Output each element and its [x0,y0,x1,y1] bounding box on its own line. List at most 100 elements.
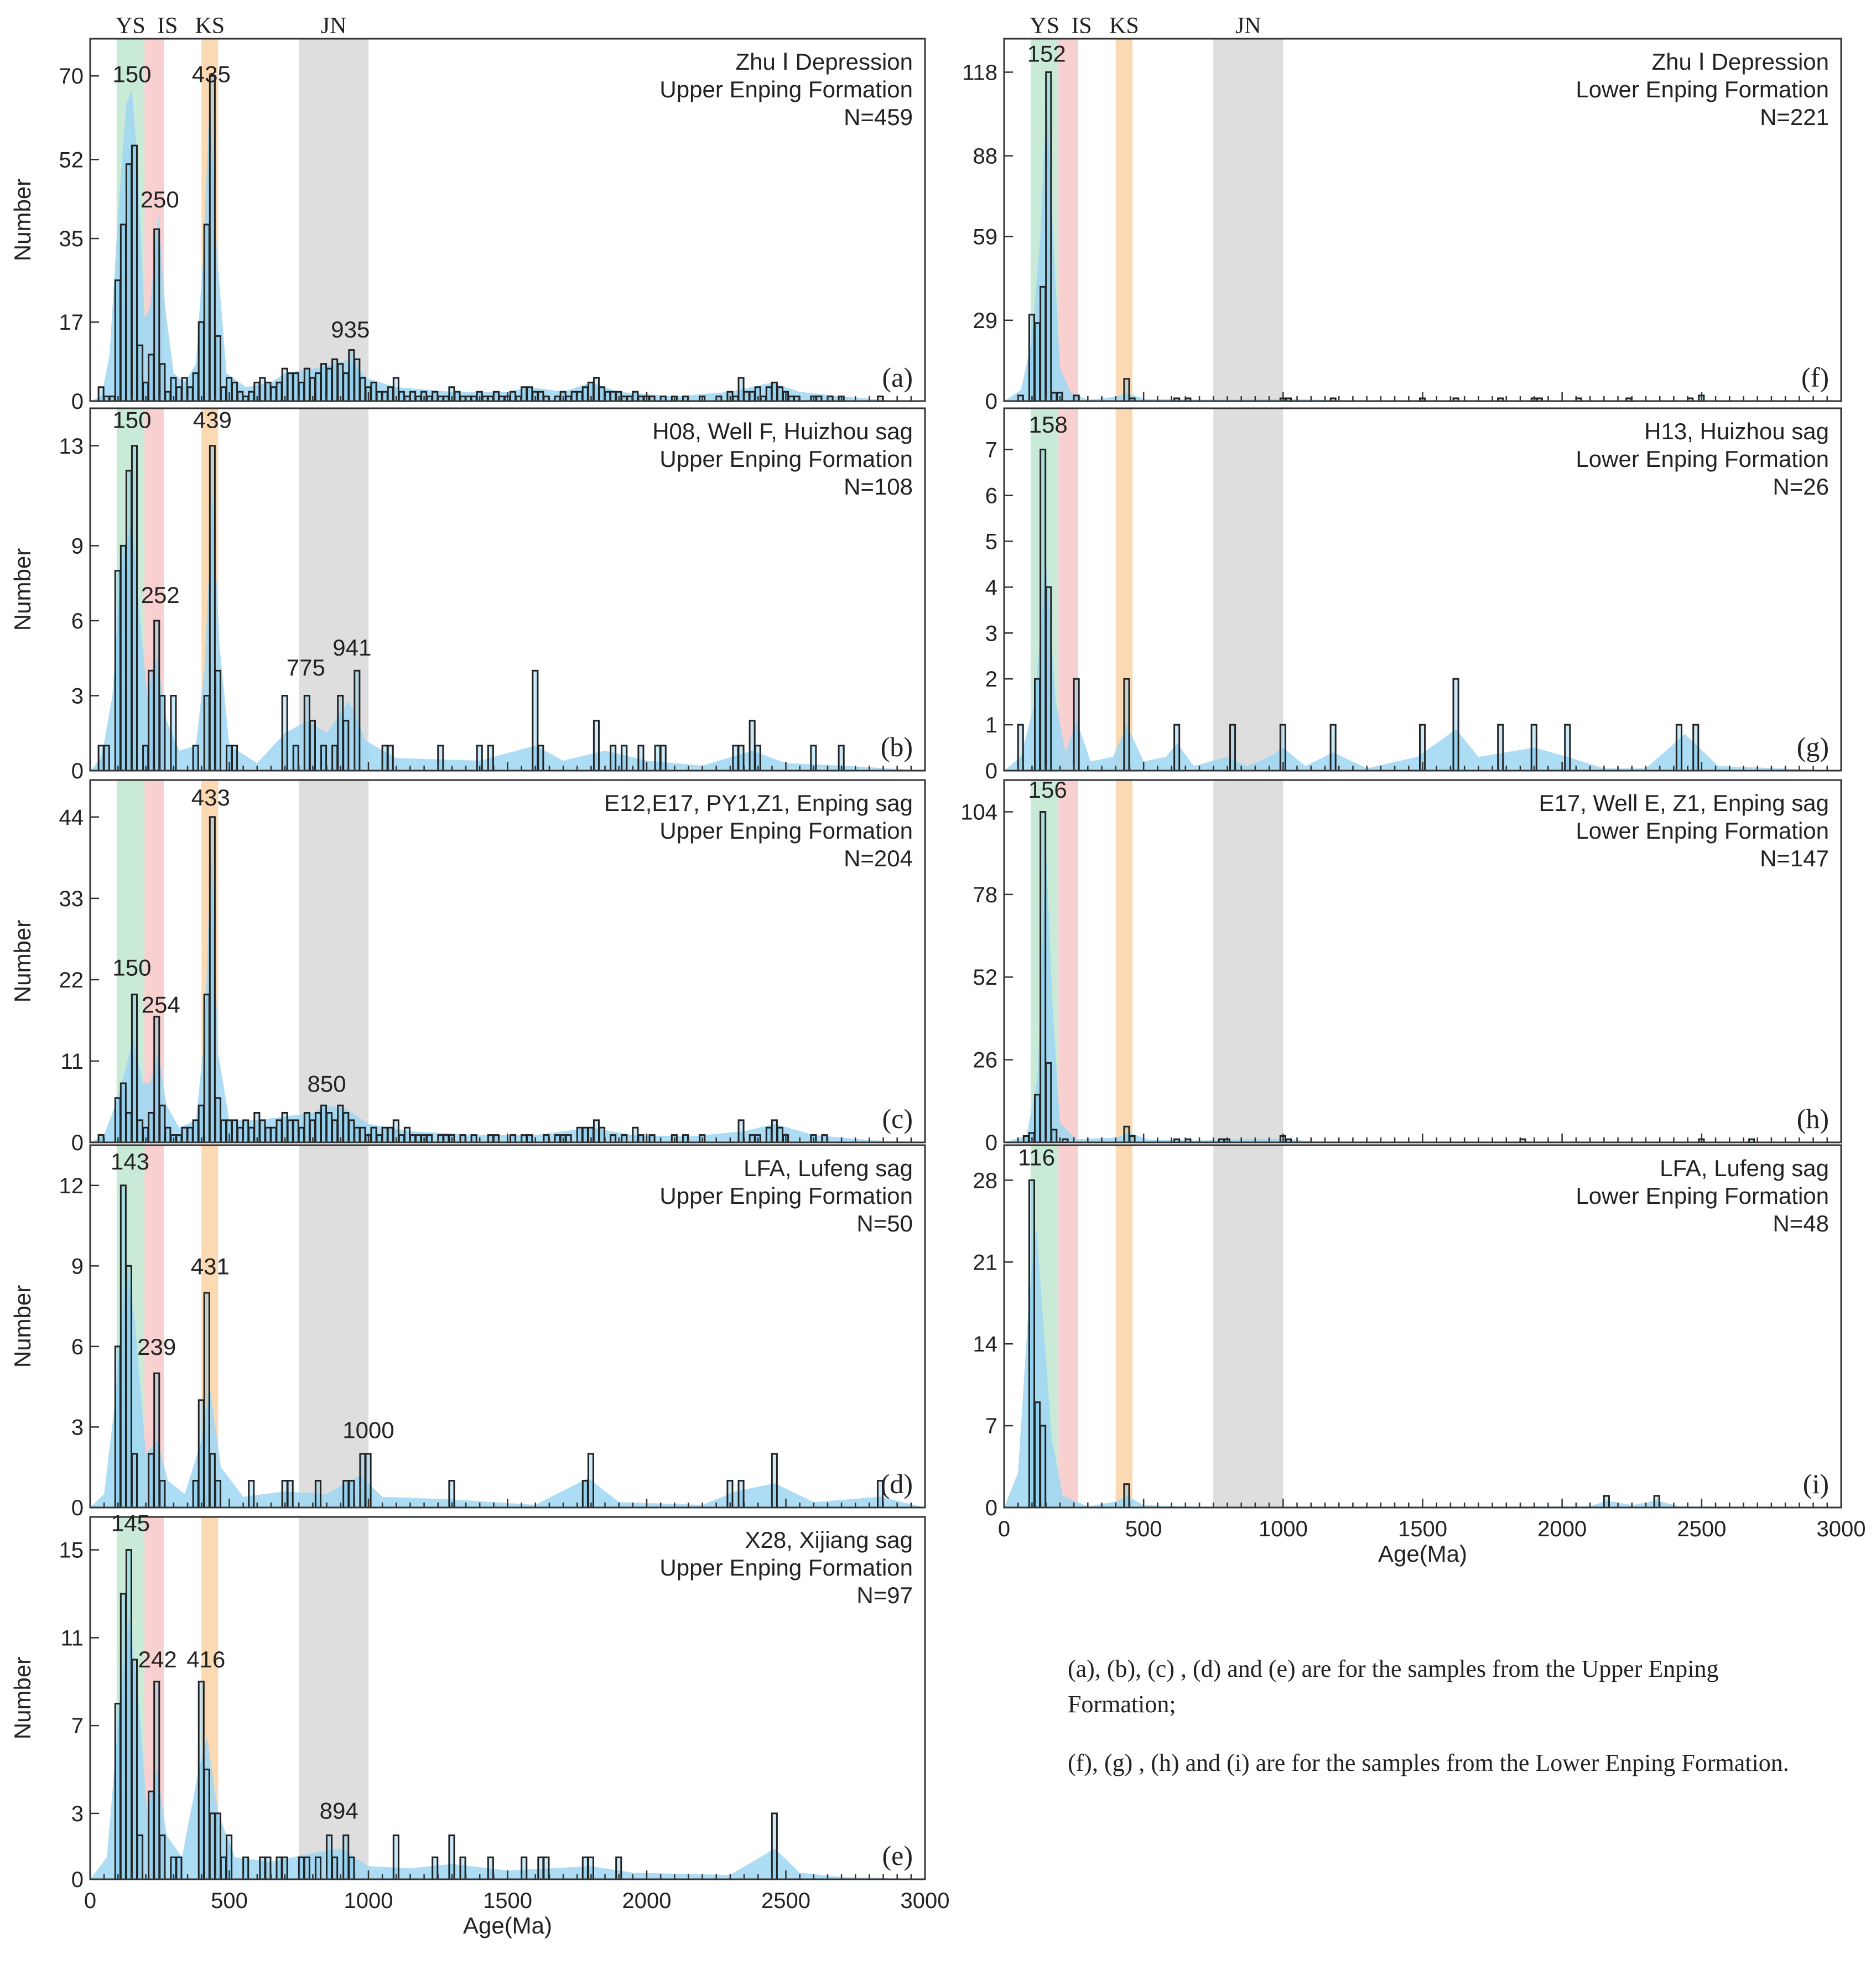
histogram-bar [131,144,138,402]
histogram-bar [459,1134,466,1143]
histogram-bar [426,1134,433,1143]
band-label-ys: YS [1030,13,1059,39]
histogram-bar [259,377,266,402]
x-tick-label: 1500 [1398,1517,1447,1541]
histogram-bar [320,745,328,772]
histogram-bar [342,1480,350,1509]
histogram-bar [1229,724,1236,772]
panel-title-line: N=221 [1760,104,1829,130]
histogram-bar [214,1097,221,1143]
histogram-bar [97,1134,105,1143]
peak-label: 156 [1028,777,1067,803]
histogram-bar [287,1119,294,1143]
peak-label: 150 [112,407,151,433]
histogram-bar [314,1480,322,1509]
histogram-bar [164,391,172,402]
histogram-bar [103,745,110,772]
histogram-bar [771,1812,778,1880]
y-tick-label: 0 [71,1868,84,1892]
histogram-bar [1692,724,1700,772]
y-tick-label: 22 [59,968,84,992]
histogram-bar [348,1119,355,1143]
peak-label: 252 [141,582,180,608]
histogram-bar [381,391,388,402]
kde-curve [90,496,925,771]
histogram-bar [337,695,344,772]
histogram-bar [298,381,305,402]
histogram-bar [192,1480,199,1509]
histogram-bar [248,391,255,402]
histogram-bar [326,1112,333,1143]
y-tick-label: 12 [59,1174,84,1198]
histogram-bar [203,1769,210,1880]
histogram-bar [198,1399,205,1509]
peak-label: 158 [1029,412,1068,438]
histogram-bar [593,377,600,402]
histogram-bar [765,386,772,402]
histogram-bar [398,391,405,402]
histogram-bar [181,1126,188,1143]
panel-label: (d) [881,1468,913,1499]
histogram-bar [1173,724,1181,772]
panel-title-line: E17, Well E, Z1, Enping sag [1539,790,1829,816]
histogram-bar [114,1702,121,1880]
histogram-bar [1329,724,1337,772]
y-axis-title: Number [9,1657,35,1739]
y-tick-label: 3 [71,1415,84,1439]
histogram-bar [220,1856,227,1880]
peak-label: 242 [138,1646,177,1672]
histogram-bar [214,669,221,772]
histogram-bar [765,1126,772,1143]
panel-b: 0 3 6 9 13 Number 150 252 439 775 941 H08, Well F, … [9,407,926,783]
band-ks [1115,1145,1132,1508]
histogram-bar [231,381,238,402]
histogram-bar [599,1126,606,1143]
histogram-bar [359,1126,366,1143]
panel-label: (i) [1803,1468,1829,1499]
histogram-bar [1073,678,1080,772]
histogram-bar [593,1119,600,1143]
histogram-bar [387,386,394,402]
histogram-bar [186,1126,194,1143]
histogram-bar [593,720,600,772]
histogram-bar [175,386,183,402]
histogram-bar [148,1112,155,1143]
band-label-ks: KS [1109,13,1139,39]
histogram-bar [1017,394,1024,402]
histogram-bar [337,363,344,402]
peak-label: 431 [191,1253,230,1279]
histogram-bar [292,1119,299,1143]
histogram-bar [276,1856,283,1880]
histogram-bar [521,1134,528,1143]
x-tick-label: 3000 [901,1889,950,1913]
y-tick-label: 11 [60,1626,84,1650]
histogram-bar [403,1126,411,1143]
band-label-jn: JN [321,13,347,39]
histogram-bar [370,1126,377,1143]
y-tick-label: 104 [960,800,997,824]
histogram-bar [119,223,127,402]
y-tick-label: 21 [973,1250,998,1275]
panel-title-line: E12,E17, PY1,Z1, Enping sag [604,790,913,816]
histogram-bar [292,745,299,772]
histogram-bar [570,391,578,402]
x-tick-label: 2000 [622,1889,672,1913]
histogram-bar [470,1134,477,1143]
histogram-bar [682,1134,689,1143]
histogram-bar [659,745,667,772]
histogram-bar [153,1016,160,1143]
peak-label: 416 [186,1646,225,1672]
panel-title-line: Lower Enping Formation [1576,1183,1829,1209]
histogram-bar [303,1856,310,1880]
panel-title-line: Lower Enping Formation [1576,446,1829,472]
histogram-bar [737,1119,745,1143]
band-label-is: IS [157,13,178,39]
histogram-bar [203,223,210,402]
histogram-bar [537,391,544,402]
histogram-bar [148,354,155,402]
histogram-bar [231,1119,238,1143]
band-label-jn: JN [1235,13,1261,39]
band-jn [1213,780,1283,1142]
histogram-bar [153,620,160,772]
